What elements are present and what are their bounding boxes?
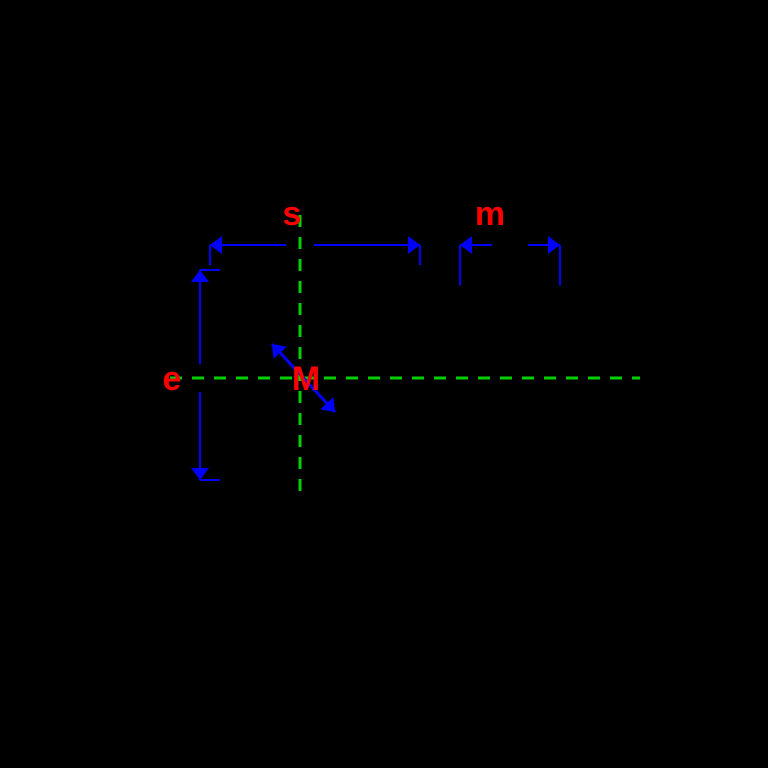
label-m: m: [475, 195, 505, 233]
label-e: e: [163, 360, 182, 398]
diagram-canvas: Me s m: [0, 0, 768, 768]
label-s: s: [283, 195, 302, 233]
label-M: M: [292, 360, 320, 398]
